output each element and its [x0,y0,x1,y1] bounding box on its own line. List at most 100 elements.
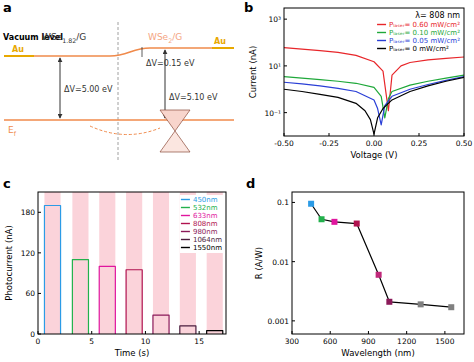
vacuum-level-line [34,48,212,56]
data-point [354,221,360,227]
y-tick [38,252,41,253]
x-tick [444,331,445,334]
y-tick [38,212,41,213]
legend-background [180,195,224,253]
series-line [126,270,142,334]
legend-swatch [181,199,190,200]
panel-c: c051015060120180Time (s)Photocurrent (nA… [3,176,226,358]
y-axis-label: Current (nA) [248,46,258,98]
right-material-label: WSe2/G [148,32,182,44]
y-tick [292,202,295,203]
y-tick-label: 10¹ [268,62,281,71]
x-tick-label: 300 [285,337,300,346]
divider [118,22,119,160]
step-arrow [142,47,143,57]
x-tick-label: 600 [323,337,338,346]
panel-b: b -0.50 -0.25 0.00 0.25 0.50 10⁻¹ 10¹ 10³ Voltage… [244,0,473,160]
x-tick-label: 1500 [435,337,454,346]
y-tick-label: 10⁻¹ [264,109,281,118]
plot-area [284,48,464,134]
fermi-level-line [4,119,234,121]
step-label: ΔV=0.15 eV [146,59,195,68]
y-tick-label: 180 [21,208,36,217]
legend-label: Pₗₐₛₑᵣ= 0.10 mW/cm² [389,29,460,37]
legend-swatch [377,24,386,25]
dirac-cone-bottom [160,131,190,152]
x-tick [329,133,330,136]
au-right-level [212,47,234,49]
illumination-band [99,192,115,334]
x-tick-label: 0 [36,337,41,346]
plot-frame [292,192,464,334]
panel-letter: a [3,0,12,15]
y-tick [292,261,295,262]
x-tick [199,331,200,334]
legend-background [376,20,462,54]
legend-label: Pₗₐₛₑᵣ= 0.60 mW/cm² [389,21,460,29]
background [0,0,474,362]
series-line [284,77,464,134]
x-tick [374,133,375,136]
left-gap-arrow [60,58,61,118]
series-line [180,326,196,334]
x-tick-label: -0.25 [319,139,339,148]
x-tick-label: 1200 [397,337,416,346]
dirac-cone-top [160,110,190,131]
x-tick-label: 10 [141,337,151,346]
x-tick [464,133,465,136]
x-tick [406,331,407,334]
panel-letter: c [3,176,11,191]
illumination-band [72,192,88,334]
x-tick [292,331,293,334]
panel-letter: d [246,176,255,191]
data-point [418,301,424,307]
au-left-level [4,55,34,57]
plot-area [44,192,222,334]
series-line [284,75,464,118]
y-axis-label: R (A/W) [254,247,264,279]
legend-label: 633nm [193,212,218,220]
legend-swatch [377,40,386,41]
illumination-band [153,192,169,334]
legend-swatch [181,223,190,224]
fermi-level-label-sub: f [14,130,17,137]
panel-a: aVacuum levelAuAuWSe1.82/GWSe2/GEfΔV=5.0… [3,0,234,160]
x-tick-label: 0.25 [411,139,428,148]
x-tick-label: 5 [89,337,94,346]
y-tick-label: 60 [25,289,35,298]
y-tick [284,19,287,20]
x-tick-label: 0.00 [366,139,383,148]
legend-label: 1550nm [193,244,222,252]
y-axis-label: Photocurrent (nA) [4,225,14,300]
x-tick [145,331,146,334]
au-left-label: Au [12,45,24,54]
y-tick [38,293,41,294]
y-tick [38,334,41,335]
data-point [386,299,392,305]
y-tick-label: 0.1 [277,198,289,207]
left-gap-label: ΔV=5.00 eV [64,85,113,94]
panel-letter: b [244,0,253,15]
x-axis-label: Voltage (V) [350,150,397,160]
y-tick-label: 0.01 [272,258,289,267]
legend-swatch [181,231,190,232]
y-tick [284,65,287,66]
annotation: λ= 808 nm [415,11,460,20]
x-tick-label: -0.50 [274,139,294,148]
legend-swatch [377,32,386,33]
legend-label: Pₗₐₛₑᵣ= 0 mW/cm² [389,45,449,53]
x-tick [419,133,420,136]
data-point [308,201,314,207]
legend: Pₗₐₛₑᵣ= 0.60 mW/cm²Pₗₐₛₑᵣ= 0.10 mW/cm²Pₗ… [376,20,462,54]
series-line [207,331,223,334]
right-material-label-base: WSe [148,32,169,42]
series-line [153,315,169,334]
figure: aVacuum levelAuAuWSe1.82/GWSe2/GEfΔV=5.0… [0,0,474,362]
legend-label: Pₗₐₛₑᵣ= 0.05 mW/cm² [389,37,460,45]
series-line [311,204,451,307]
y-tick-label: 120 [21,249,36,258]
plot-frame [38,192,226,334]
x-tick-label: 0.50 [456,139,473,148]
y-tick-label: 10³ [268,15,281,24]
left-material-label-sub: 1.82 [62,37,76,44]
